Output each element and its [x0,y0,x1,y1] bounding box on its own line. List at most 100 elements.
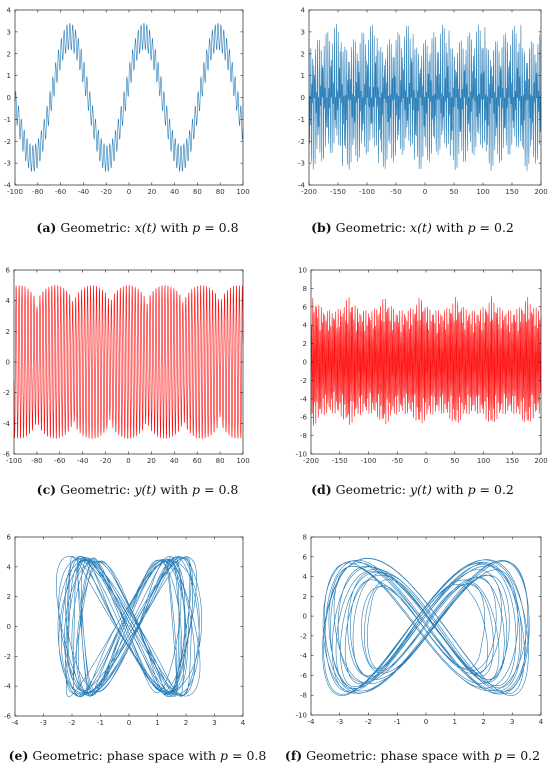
y-tick-label: 2 [6,328,10,336]
x-tick-label: 50 [450,188,459,196]
caption-label: (f) [284,748,303,763]
caption-param: p [192,482,201,497]
y-tick-label: 3 [7,28,11,36]
caption-mid: with [156,482,192,497]
x-tick-label: 60 [193,188,202,196]
caption-value: 0.8 [246,748,267,763]
caption-e: (e) Geometric: phase space with p = 0.8 [0,748,275,763]
x-tick-label: 0 [424,457,428,465]
x-tick-label: 100 [476,188,489,196]
data-series-line [308,23,542,172]
x-tick-label: -200 [301,188,317,196]
caption-mid: with [458,748,494,763]
panel-b: -200 -150 -100 -50 0 50 100 150 200 -4 -3 -2 -1 0 1 2 3 4… [275,0,550,257]
chart-a: -100 -80 -60 -40 -20 0 20 40 60 80 100 -4 -3 -2 -1 0 1 2 3… [4,7,250,197]
caption-param: p [220,748,229,763]
x-tick-label: 50 [450,457,459,465]
x-tick-label: 100 [236,188,249,196]
caption-d: (d) Geometric: y(t) with p = 0.2 [275,482,550,497]
x-tick-label: 0 [423,188,427,196]
x-tick-label: 40 [170,188,179,196]
y-tick-label: 2 [7,50,11,58]
caption-b: (b) Geometric: x(t) with p = 0.2 [275,220,550,235]
x-tick-label: -2 [365,718,372,726]
caption-eq: = [475,482,494,497]
x-tick-label: -2 [69,719,76,727]
caption-prefix: Geometric: [60,220,135,235]
x-tick-label: 100 [236,457,249,465]
y-tick-label: 10 [298,267,307,275]
y-tick-label: 2 [303,593,307,601]
x-tick-label: -3 [336,718,343,726]
x-tick-label: 150 [505,188,518,196]
x-tick-label: -3 [40,719,47,727]
caption-value: 0.8 [218,482,239,497]
panel-a: -100 -80 -60 -40 -20 0 20 40 60 80 100 -4 -3 -2 -1 0 1 2 3… [0,0,275,257]
x-tick-label: 4 [241,719,246,727]
y-tick-label: 6 [7,534,12,542]
y-tick-label: -2 [300,632,307,640]
caption-quantity: y(t) [410,482,432,497]
x-tick-label: -100 [359,188,375,196]
x-tick-label: -80 [32,188,43,196]
x-tick-label: -100 [361,457,377,465]
caption-mid: with [431,220,468,235]
y-tick-label: -6 [300,672,308,680]
y-tick-label: -2 [3,389,10,397]
x-tick-label: 200 [534,188,547,196]
x-tick-label: 80 [216,457,225,465]
caption-label: (b) [311,220,332,235]
x-tick-label: 200 [534,457,547,465]
y-tick-label: 0 [7,623,11,631]
y-tick-label: 4 [7,7,12,15]
y-tick-label: -3 [298,160,305,168]
y-tick-label: 2 [303,340,307,348]
x-tick-label: -60 [55,188,66,196]
caption-quantity: y(t) [134,482,157,497]
y-tick-label: 0 [6,359,10,367]
x-tick-label: 3 [212,719,216,727]
caption-quantity: phase space [380,748,459,763]
x-tick-label: -100 [7,188,23,196]
x-tick-label: -60 [54,457,65,465]
x-tick-label: 100 [477,457,490,465]
panel-e: -4 -3 -2 -1 0 1 2 3 4 -6 -4 -2 0 2 4 6 (e) Geometric: p… [0,523,275,771]
y-tick-label: -1 [298,116,305,124]
x-tick-label: 0 [126,457,130,465]
x-tick-label: -1 [394,718,401,726]
y-tick-label: -10 [296,712,307,720]
y-tick-label: -2 [4,653,11,661]
y-tick-label: -8 [300,692,307,700]
y-tick-label: 4 [7,563,12,571]
chart-b: -200 -150 -100 -50 0 50 100 150 200 -4 -3 -2 -1 0 1 2 3 4 [298,7,548,197]
caption-param: p [467,220,476,235]
x-tick-label: 0 [127,719,131,727]
caption-c: (c) Geometric: y(t) with p = 0.8 [0,482,275,497]
y-tick-label: -6 [3,451,11,459]
y-tick-label: -1 [4,116,11,124]
caption-param: p [192,220,201,235]
y-tick-label: 0 [303,613,307,621]
x-tick-label: -40 [77,457,88,465]
y-tick-label: 6 [303,553,308,561]
y-tick-label: 6 [6,267,11,275]
x-tick-label: -4 [308,718,316,726]
x-tick-label: 4 [539,718,544,726]
y-tick-label: -4 [300,395,308,403]
y-tick-label: -2 [298,138,305,146]
x-tick-label: 1 [155,719,159,727]
y-tick-label: 1 [7,72,11,80]
x-tick-label: -100 [6,457,22,465]
caption-prefix: Geometric: [335,482,410,497]
caption-label: (e) [8,748,29,763]
plot-frame [14,9,244,186]
caption-value: 0.2 [520,748,541,763]
data-series-line [13,284,244,440]
caption-quantity: x(t) [134,220,157,235]
caption-label: (d) [311,482,332,497]
caption-quantity: x(t) [410,220,432,235]
y-tick-label: 2 [7,593,11,601]
